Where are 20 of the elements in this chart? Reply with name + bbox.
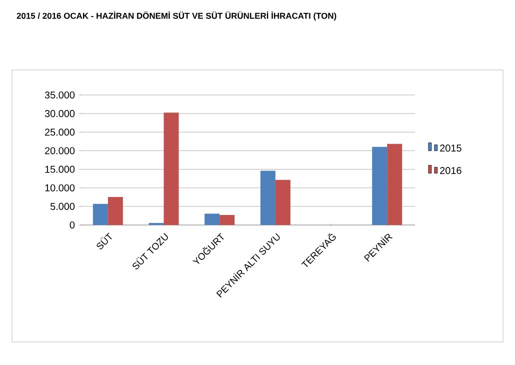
bar [164,112,179,225]
y-tick-label: 30.000 [44,110,75,118]
chart-title: 2015 / 2016 OCAK - HAZİRAN DÖNEMİ SÜT VE SÜT ÜRÜNLERİ İHRACATI (TON) [16,11,336,20]
y-tick-label: 0 [70,221,75,229]
bar [372,146,388,225]
y-tick-label: 5.000 [50,202,75,210]
y-tick-label: 20.000 [45,147,75,154]
legend-label: 2016 [440,166,462,174]
bar [108,196,123,225]
y-tick-label: 10.000 [45,184,75,192]
bar [220,214,235,225]
bar [92,204,108,225]
y-tick-label: 25.000 [45,128,75,136]
bar [204,214,220,225]
bar [275,180,290,225]
legend-label: 2015 [440,144,462,152]
y-tick-label: 35.000 [44,91,75,99]
bar [260,170,276,225]
bar [387,144,402,225]
y-tick-label: 15.000 [45,166,75,173]
